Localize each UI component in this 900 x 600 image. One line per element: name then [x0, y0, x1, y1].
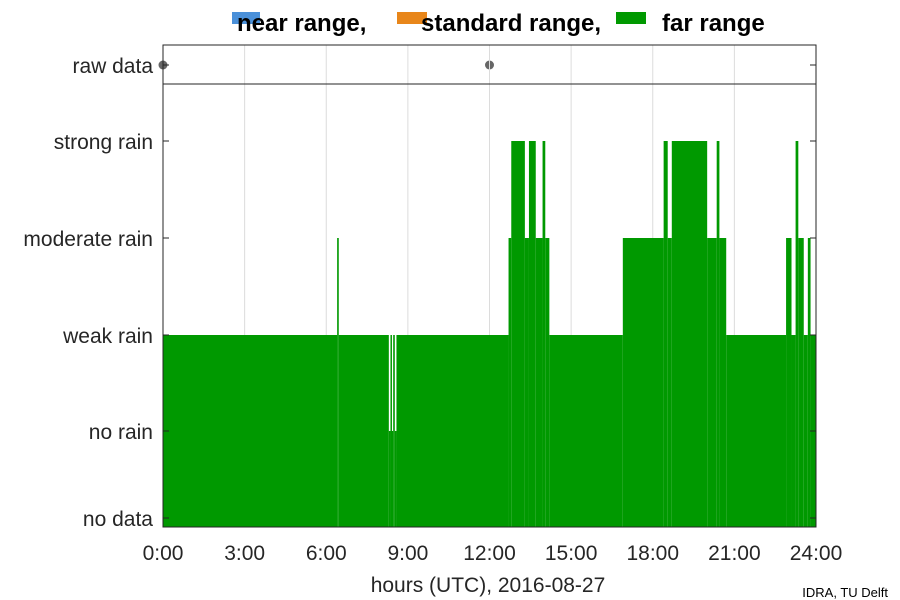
- x-tick-label: 9:00: [387, 542, 428, 565]
- legend-swatch-near-range: [232, 12, 260, 24]
- x-axis-title: hours (UTC), 2016-08-27: [371, 574, 606, 597]
- legend-swatch-far-range: [616, 12, 646, 24]
- far-range-bar: [791, 335, 796, 527]
- x-tick-label: 0:00: [143, 542, 184, 565]
- main-panel-frame: [162, 83, 817, 528]
- y-tick-label: strong rain: [54, 131, 153, 154]
- legend-swatch-standard-range: [397, 12, 427, 24]
- far-range-bar: [726, 335, 787, 527]
- far-range-bar: [707, 238, 717, 527]
- far-range-bar: [795, 141, 799, 527]
- far-range-bar: [163, 335, 338, 527]
- far-range-bar: [508, 238, 512, 527]
- far-range-bar: [549, 335, 623, 527]
- x-tick-label: 18:00: [626, 542, 679, 565]
- far-range-bar: [786, 238, 792, 527]
- x-tick-label: 24:00: [790, 542, 843, 565]
- legend: near range, standard range, far range: [232, 10, 765, 37]
- legend-label-near-range: near range,: [237, 10, 366, 37]
- y-axis-labels: no data no rain weak rain moderate rain stro…: [23, 131, 153, 531]
- y-tick-label: moderate rain: [23, 228, 153, 251]
- far-range-bar: [338, 335, 389, 527]
- legend-label-far-range: far range: [662, 10, 765, 37]
- far-range-series: [163, 141, 816, 527]
- y-tick-label: no data: [83, 508, 153, 531]
- legend-label-standard-range: standard range,: [421, 10, 601, 37]
- far-range-bar: [542, 141, 546, 527]
- far-range-bar: [535, 238, 543, 527]
- far-range-bar: [524, 238, 529, 527]
- far-range-bar: [719, 238, 727, 527]
- far-range-bar: [396, 335, 509, 527]
- far-range-bar: [390, 335, 392, 527]
- x-tick-label: 21:00: [708, 542, 761, 565]
- far-range-bar: [807, 238, 811, 527]
- credit-text: IDRA, TU Delft: [802, 585, 888, 600]
- far-range-bar: [803, 335, 808, 527]
- far-range-bar: [622, 238, 664, 527]
- far-range-bar: [394, 431, 397, 527]
- far-range-bar: [528, 141, 536, 527]
- far-range-bar: [393, 335, 395, 527]
- x-tick-label: 6:00: [306, 542, 347, 565]
- x-tick-label: 12:00: [463, 542, 516, 565]
- x-axis-labels: 0:00 3:00 6:00 9:00 12:00 15:00 18:00 21:00 24:0…: [143, 542, 843, 565]
- far-range-bar: [663, 141, 668, 527]
- far-range-bar: [388, 431, 391, 527]
- x-tick-label: 15:00: [545, 542, 598, 565]
- far-range-bar: [671, 141, 708, 527]
- far-range-bar: [716, 141, 720, 527]
- far-range-bar: [667, 238, 672, 527]
- axes-frame: [162, 44, 817, 528]
- far-range-bar: [391, 431, 394, 527]
- y-tick-label: weak rain: [62, 325, 153, 348]
- far-range-bar: [511, 141, 525, 527]
- y-tick-label: no rain: [89, 421, 153, 444]
- far-range-bar: [545, 238, 550, 527]
- x-tick-label: 3:00: [224, 542, 265, 565]
- far-range-bar: [798, 238, 804, 527]
- raw-data-label: raw data: [72, 55, 153, 78]
- far-range-bar: [337, 238, 339, 527]
